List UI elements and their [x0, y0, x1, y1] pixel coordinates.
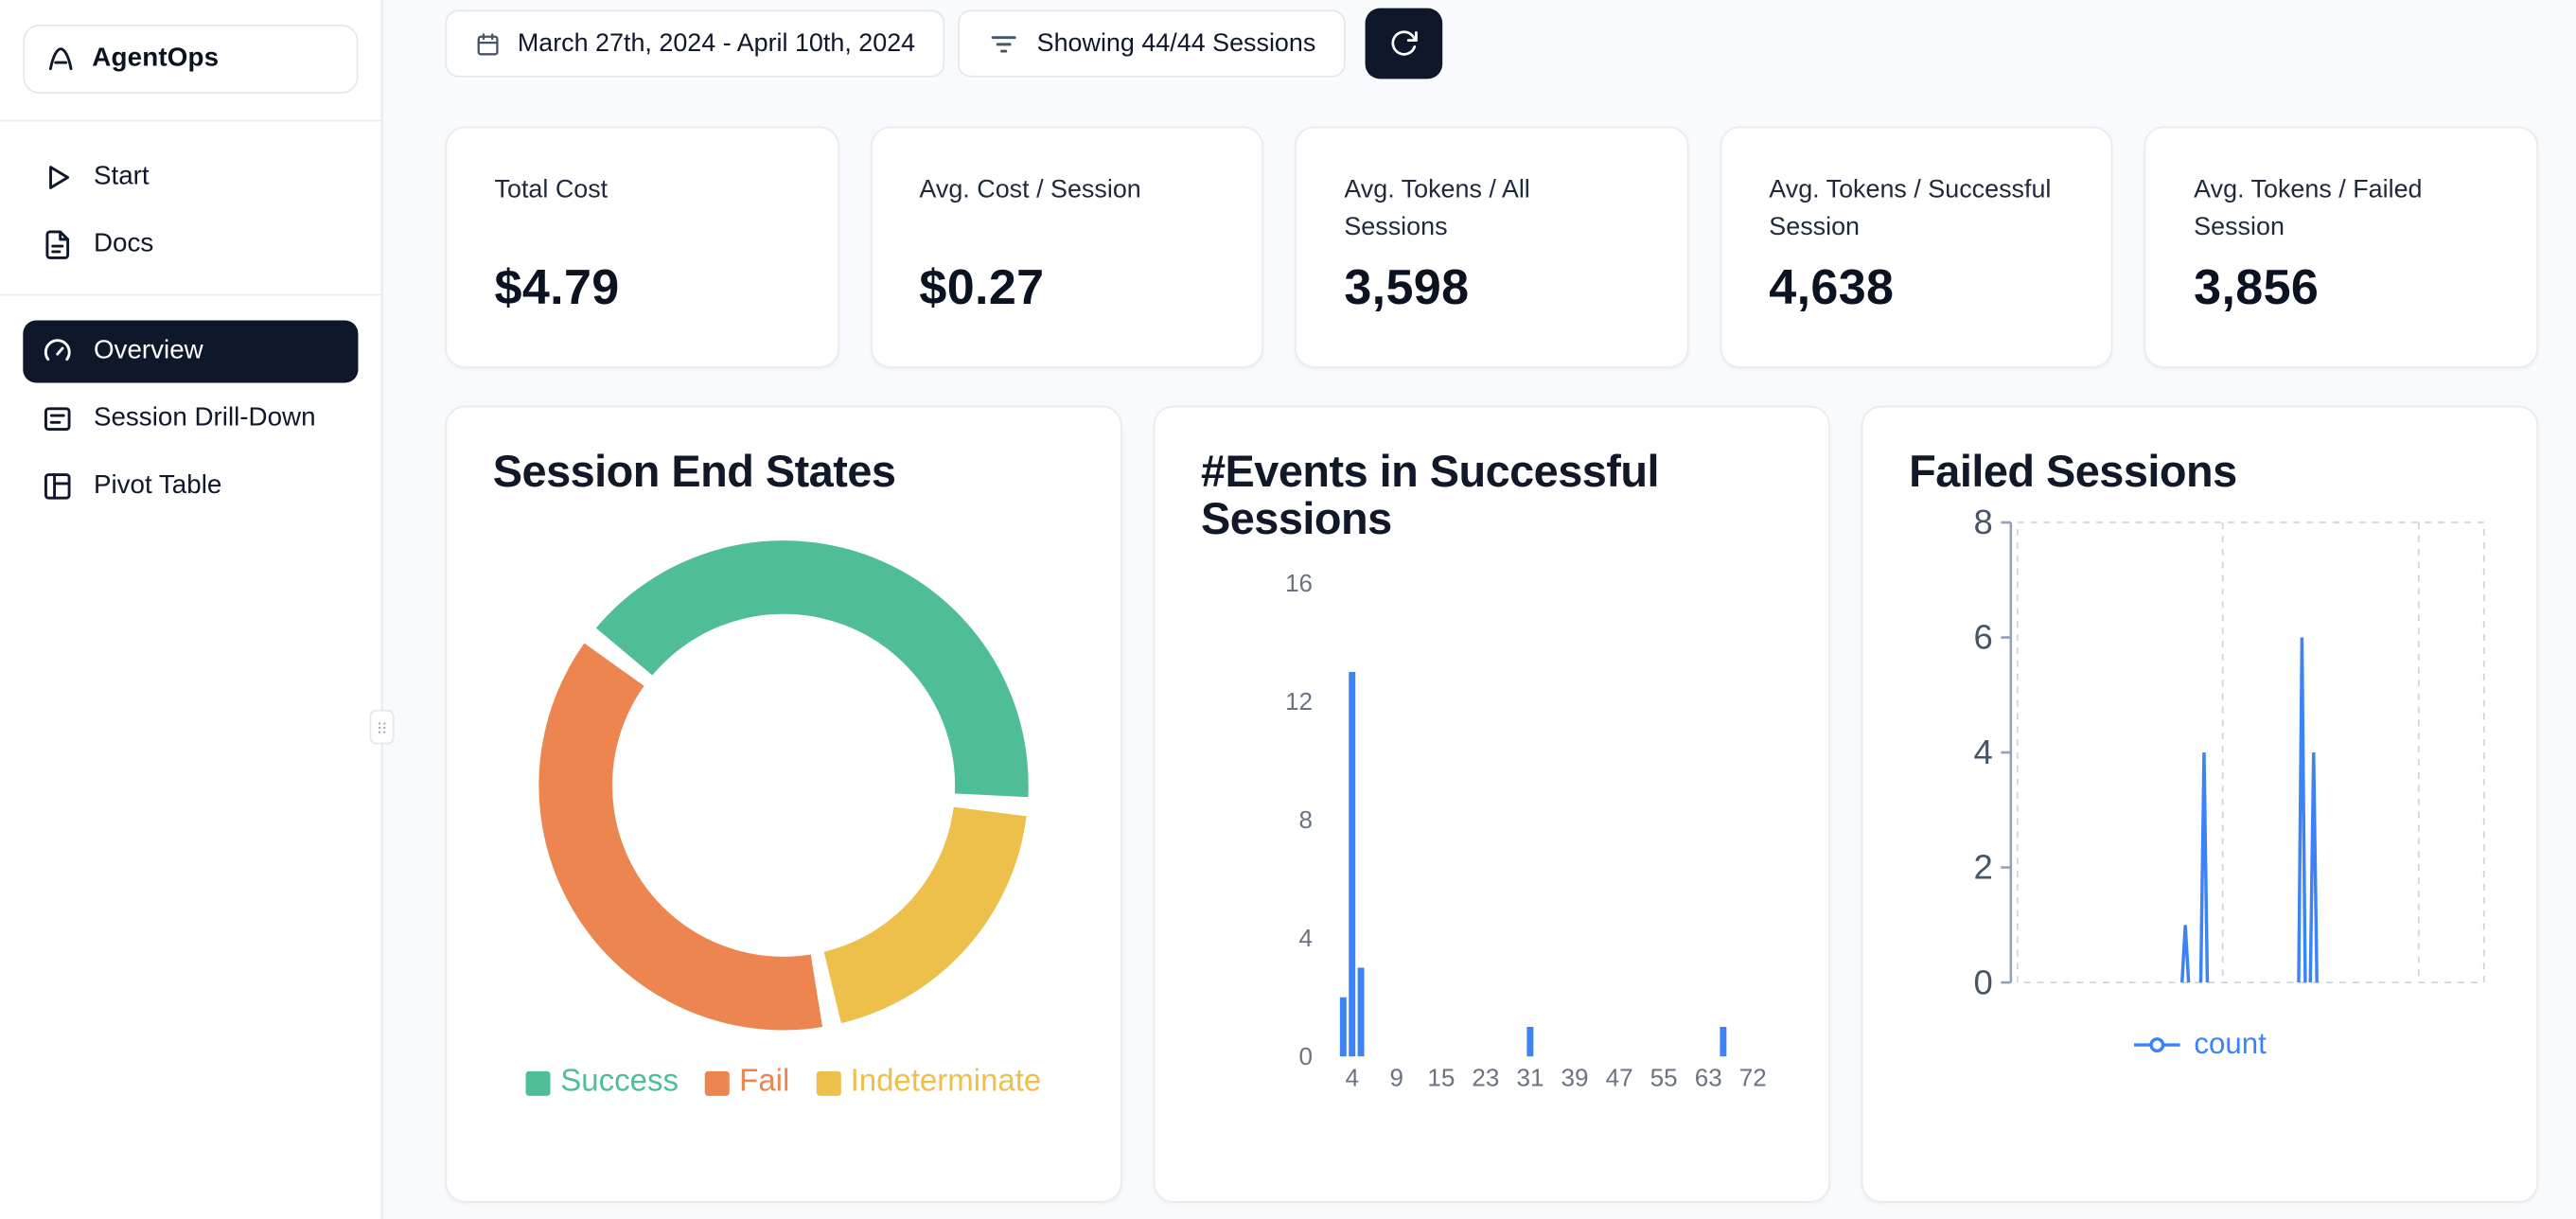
- sidebar-item-start[interactable]: Start: [23, 147, 358, 209]
- chart-title: Session End States: [492, 447, 896, 497]
- stat-label: Total Cost: [494, 175, 609, 204]
- sidebar-top-section: Start Docs: [0, 138, 381, 294]
- failed-sessions-card: Failed Sessions 0 2 4 6 8 count: [1861, 405, 2539, 1203]
- sessions-filter-button[interactable]: Showing 44/44 Sessions: [958, 9, 1346, 78]
- sidebar-divider: [0, 119, 381, 122]
- stat-card-avg-tokens-all-sessions: Avg. Tokens / All Sessions 3,598: [1295, 126, 1689, 368]
- sidebar-item-label: Overview: [93, 336, 203, 365]
- stat-value: $4.79: [494, 261, 620, 316]
- legend-label: Success: [560, 1065, 679, 1100]
- svg-text:39: 39: [1561, 1064, 1589, 1092]
- svg-text:0: 0: [1299, 1042, 1313, 1070]
- sidebar-nav-section: Overview Session Drill-Down Pivot Table: [0, 312, 381, 536]
- svg-text:0: 0: [1973, 963, 1992, 1002]
- svg-text:4: 4: [1299, 924, 1313, 952]
- sidebar-item-session-drill-down[interactable]: Session Drill-Down: [23, 388, 358, 450]
- legend-swatch: [525, 1070, 551, 1096]
- line-marker-icon: [2134, 1036, 2181, 1052]
- svg-text:6: 6: [1973, 618, 1992, 657]
- stat-value: 3,598: [1344, 261, 1470, 316]
- svg-text:12: 12: [1285, 687, 1313, 716]
- svg-text:4: 4: [1973, 733, 1992, 771]
- stat-label: Avg. Tokens / Successful Session: [1769, 175, 2052, 242]
- stats-row: Total Cost $4.79 Avg. Cost / Session $0.27 A…: [445, 126, 2539, 368]
- svg-text:4: 4: [1345, 1064, 1358, 1092]
- sidebar-item-pivot-table[interactable]: Pivot Table: [23, 455, 358, 518]
- sidebar-item-docs[interactable]: Docs: [23, 214, 358, 276]
- list-icon: [41, 402, 74, 435]
- stat-label: Avg. Cost / Session: [919, 175, 1141, 204]
- svg-text:55: 55: [1650, 1064, 1678, 1092]
- sessions-filter-label: Showing 44/44 Sessions: [1036, 28, 1316, 57]
- date-range-button[interactable]: March 27th, 2024 - April 10th, 2024: [445, 9, 945, 78]
- toolbar: March 27th, 2024 - April 10th, 2024 Show…: [445, 8, 2538, 80]
- svg-text:15: 15: [1427, 1064, 1455, 1092]
- events-histogram-card: #Events in Successful Sessions 0 4 8 12 16 4 9…: [1153, 405, 1830, 1203]
- svg-text:47: 47: [1606, 1064, 1633, 1092]
- svg-text:23: 23: [1472, 1064, 1499, 1092]
- logo[interactable]: AgentOps: [23, 25, 359, 94]
- svg-text:72: 72: [1739, 1064, 1767, 1092]
- legend-item-success: Success: [525, 1065, 679, 1101]
- table-icon: [41, 469, 74, 503]
- sidebar-item-label: Start: [93, 162, 150, 191]
- series-legend-label: count: [2194, 1027, 2267, 1060]
- legend-item-fail: Fail: [704, 1065, 790, 1101]
- chart-title: #Events in Successful Sessions: [1200, 447, 1660, 544]
- stat-value: $0.27: [919, 261, 1045, 316]
- svg-text:63: 63: [1695, 1064, 1722, 1092]
- charts-row: Session End States Success Fail Indetermin…: [445, 405, 2539, 1203]
- session-end-states-card: Session End States Success Fail Indetermin…: [445, 405, 1122, 1203]
- legend-label: Fail: [739, 1065, 790, 1100]
- svg-text:8: 8: [1973, 506, 1992, 542]
- svg-text:31: 31: [1516, 1064, 1544, 1092]
- gauge-icon: [41, 335, 74, 368]
- docs-icon: [41, 228, 74, 261]
- donut-legend: Success Fail Indeterminate: [493, 1065, 1075, 1101]
- stat-value: 3,856: [2194, 261, 2320, 316]
- legend-item-indeterminate: Indeterminate: [816, 1065, 1041, 1101]
- refresh-button[interactable]: [1365, 8, 1443, 80]
- sidebar-item-overview[interactable]: Overview: [23, 320, 359, 383]
- sidebar-item-label: Pivot Table: [93, 471, 222, 500]
- stat-card-avg-cost-session: Avg. Cost / Session $0.27: [870, 126, 1264, 368]
- svg-text:16: 16: [1285, 571, 1313, 598]
- date-range-label: March 27th, 2024 - April 10th, 2024: [517, 28, 916, 57]
- calendar-icon: [475, 30, 502, 57]
- sidebar: AgentOps Start Docs Overview Session Drill…: [0, 0, 383, 1219]
- stat-label: Avg. Tokens / All Sessions: [1344, 175, 1530, 242]
- spike-chart: 0 2 4 6 8: [1909, 503, 2491, 1017]
- main-content: March 27th, 2024 - April 10th, 2024 Show…: [382, 0, 2576, 1219]
- stat-value: 4,638: [1769, 261, 1895, 316]
- stat-label: Avg. Tokens / Failed Session: [2194, 175, 2423, 242]
- sidebar-item-label: Docs: [93, 230, 154, 258]
- play-icon: [41, 161, 74, 194]
- legend-label: Indeterminate: [850, 1065, 1042, 1100]
- stat-card-avg-tokens-failed-session: Avg. Tokens / Failed Session 3,856: [2144, 126, 2539, 368]
- svg-text:8: 8: [1299, 805, 1313, 834]
- donut-chart: [493, 522, 1075, 1049]
- filter-icon: [988, 27, 1021, 61]
- stat-card-avg-tokens-successful-session: Avg. Tokens / Successful Session 4,638: [1720, 126, 2114, 368]
- agentops-logo-icon: [44, 43, 78, 76]
- svg-text:9: 9: [1390, 1064, 1403, 1092]
- svg-text:2: 2: [1973, 848, 1992, 887]
- legend-swatch: [704, 1070, 730, 1096]
- stat-card-total-cost: Total Cost $4.79: [445, 126, 839, 368]
- sidebar-resize-handle[interactable]: [369, 709, 395, 745]
- bar-chart: 0 4 8 12 16 4 9 15 23 31 39 47 55 63 72: [1201, 569, 1783, 1115]
- chart-title: Failed Sessions: [1909, 447, 2237, 497]
- refresh-icon: [1388, 28, 1420, 60]
- sidebar-divider: [0, 293, 381, 296]
- legend-swatch: [816, 1070, 841, 1096]
- series-legend[interactable]: count: [1909, 1027, 2491, 1061]
- app-name: AgentOps: [92, 44, 220, 73]
- sidebar-item-label: Session Drill-Down: [93, 404, 316, 433]
